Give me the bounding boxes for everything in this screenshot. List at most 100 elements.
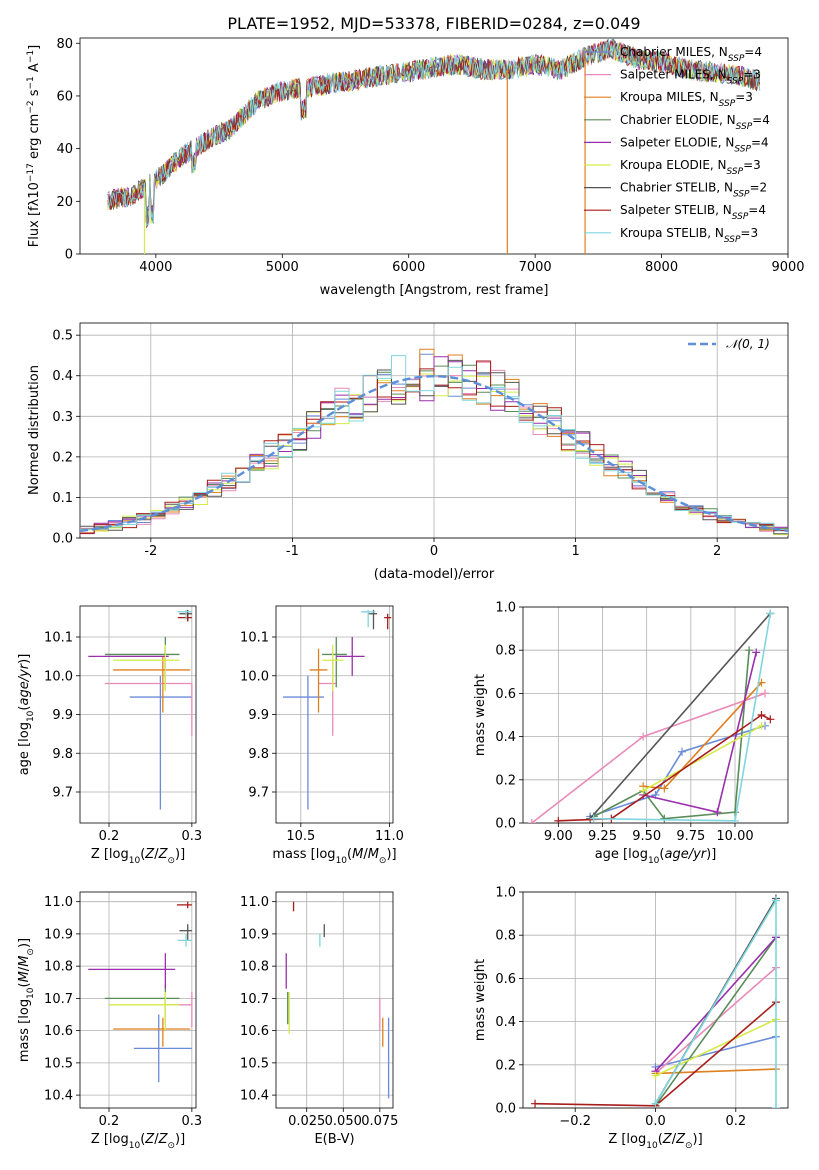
y-tick-label: 0.4	[52, 369, 73, 384]
plot-frame	[522, 606, 789, 824]
ylabel-age-part: )]	[17, 654, 32, 664]
weight-marker	[639, 786, 648, 795]
legend-entry-part: =4	[752, 113, 770, 127]
legend-entry-part: SSP	[724, 235, 741, 245]
massweight-vs-Z-lines	[531, 894, 780, 1108]
weight-marker	[531, 1099, 540, 1108]
weight-marker	[757, 711, 766, 719]
y-tick-label: 10.9	[240, 927, 269, 942]
xlabel-Z-part: ⊙	[167, 1141, 175, 1151]
x-tick-label: 9.25	[588, 829, 617, 844]
weight-marker	[651, 1071, 660, 1080]
weight-marker	[713, 808, 722, 817]
xlabel-Z-part: Z	[675, 1132, 686, 1147]
spectrum-xlabel: wavelength [Angstrom, rest frame]	[320, 283, 549, 298]
legend-entry-part: Chabrier MILES, N	[620, 45, 728, 59]
plot-frame	[79, 605, 197, 824]
x-tick-label: 8000	[645, 260, 678, 275]
y-tick-label: 10.0	[44, 669, 73, 684]
weight-marker	[757, 721, 766, 730]
spectrum-lines	[107, 38, 761, 254]
x-tick-label: 0.3	[182, 829, 203, 844]
massweight-vs-Z-ylabel: mass weight	[473, 959, 488, 1041]
mass-vs-EBV-points	[285, 901, 390, 1099]
xlabel-Z: Z [log10(Z/Z⊙)]	[608, 1132, 702, 1151]
y-tick-label: 10.9	[44, 927, 73, 942]
x-tick-label: 10.5	[286, 829, 315, 844]
x-tick-label: 0.0	[645, 1114, 666, 1129]
massweight-vs-age-axes: 9.00 9.25 9.50 9.75 10.00 0.0 0.2 0.4 0.6 0.8 1.0	[495, 601, 789, 844]
y-tick-label: 0.6	[495, 687, 516, 702]
x-tick-label: 9000	[771, 260, 804, 275]
legend-entry-part: Kroupa ELODIE, N	[620, 158, 727, 172]
legend-entry: Salpeter ELODIE, NSSP=4	[620, 135, 769, 154]
x-tick-label: 0.050	[325, 1114, 362, 1129]
y-tick-label: 0.0	[495, 817, 516, 832]
legend-entry: Chabrier MILES, NSSP=4	[620, 45, 762, 64]
y-tick-label: 10.5	[240, 1056, 269, 1071]
weight-line	[589, 612, 771, 820]
y-tick-label: 0.8	[495, 929, 516, 944]
age-vs-mass-axes: 10.5 11.0 9.7 9.8 9.9 10.0 10.1	[240, 605, 404, 844]
weight-marker	[771, 1104, 780, 1108]
mass-vs-Z-axes: 0.2 0.3 10.4 10.5 10.6 10.7 10.8 10.9 11.0	[44, 891, 203, 1129]
y-tick-label: 9.9	[248, 708, 269, 723]
histogram-bars	[80, 348, 788, 536]
y-tick-label: 0.4	[495, 730, 516, 745]
legend-entry-part: =3	[740, 226, 758, 240]
legend-entry-part: Kroupa MILES, N	[620, 90, 719, 104]
plot-frame	[79, 37, 789, 255]
xlabel-Z-part: (	[658, 1132, 663, 1147]
spectrum-ylabel-part: −17	[26, 163, 36, 182]
weight-marker	[761, 689, 770, 698]
weight-marker	[639, 732, 648, 741]
legend-entry-part: =2	[750, 181, 768, 195]
y-tick-label: 9.7	[52, 786, 73, 801]
weight-marker	[651, 1099, 660, 1108]
xlabel-age-part: age/yr	[664, 847, 707, 862]
weight-line	[593, 650, 750, 820]
x-tick-label: -2	[144, 544, 157, 559]
legend-entry-part: SSP	[736, 122, 753, 132]
x-tick-label: 0.2	[725, 1114, 746, 1129]
histogram-series	[80, 355, 788, 534]
legend-entry-part: SSP	[727, 167, 744, 177]
legend-entry-part: Kroupa STELIB, N	[620, 226, 724, 240]
x-tick-label: −0.2	[559, 1114, 591, 1129]
x-tick-label: 5000	[266, 260, 299, 275]
weight-marker	[589, 814, 598, 823]
xlabel-mass-part: /	[363, 847, 368, 862]
ylabel-mass-part: )]	[17, 938, 32, 948]
xlabel-age-part: 10	[648, 856, 660, 866]
xlabel-Z-part: (	[140, 847, 145, 862]
x-tick-label: 0.025	[288, 1114, 325, 1129]
y-tick-label: 1.0	[495, 601, 516, 616]
xlabel-Z-part: )]	[175, 1132, 185, 1147]
ylabel-mass-part: M	[17, 971, 32, 982]
legend-entry-part: SSP	[719, 99, 736, 109]
normal-curve	[80, 374, 788, 533]
ylabel-age-part: age/yr	[17, 662, 32, 705]
xlabel-mass-part: )]	[386, 847, 396, 862]
weight-line	[558, 714, 771, 822]
legend-entry: Kroupa MILES, NSSP=3	[620, 90, 753, 109]
xlabel-mass-part: M	[352, 847, 363, 862]
legend-entry-part: Chabrier STELIB, N	[620, 181, 733, 195]
y-tick-label: 10.4	[44, 1089, 73, 1104]
x-tick-label: 0.3	[182, 1114, 203, 1129]
xlabel-age-part: (	[659, 847, 664, 862]
weight-marker	[731, 816, 739, 823]
xlabel-Z-part: Z	[158, 847, 169, 862]
massweight-vs-age-ylabel: mass weight	[473, 674, 488, 756]
weight-marker	[766, 609, 775, 618]
ylabel-mass-part: M	[17, 956, 32, 967]
x-tick-label: 1	[571, 544, 579, 559]
x-tick-label: 0.075	[361, 1114, 398, 1129]
y-tick-label: 10.1	[44, 631, 73, 646]
y-tick-label: 10.6	[44, 1024, 73, 1039]
legend-entry-part: SSP	[733, 190, 750, 200]
y-tick-label: 1.0	[495, 886, 516, 901]
legend-entry: Chabrier STELIB, NSSP=2	[620, 181, 767, 200]
spectrum-ylabel-part: Flux [f	[27, 206, 42, 247]
plot-frame	[275, 605, 394, 824]
